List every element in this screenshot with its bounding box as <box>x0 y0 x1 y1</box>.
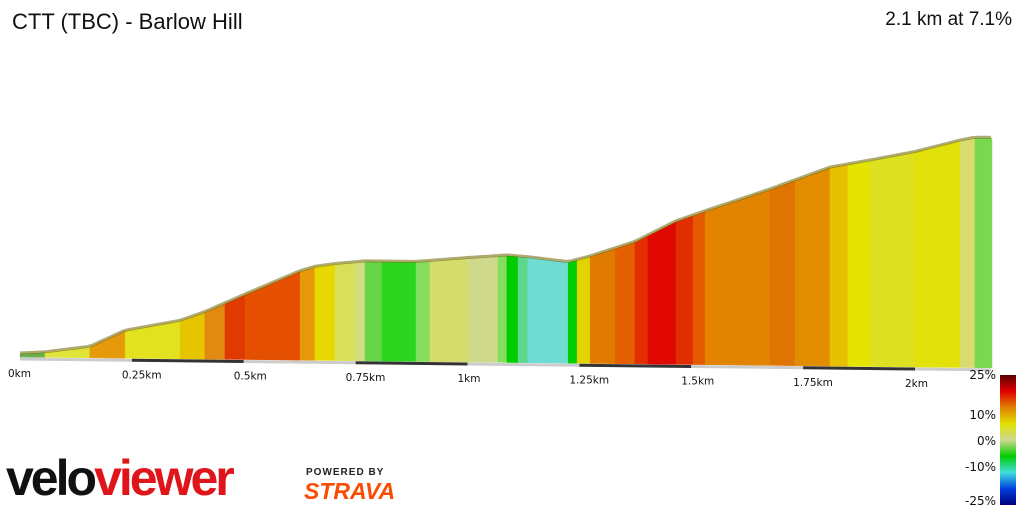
gradient-segment <box>415 261 431 362</box>
x-tick-label: 0.25km <box>122 369 162 381</box>
logo-text-viewer: viewer <box>94 450 235 506</box>
gradient-segment <box>869 152 916 368</box>
distance-baseline-segment <box>803 366 916 371</box>
legend-label: -25% <box>965 494 996 508</box>
logo-text-velo: velo <box>6 450 97 506</box>
legend-label: 25% <box>969 368 996 382</box>
veloviewer-logo[interactable]: veloviewer <box>6 448 235 508</box>
x-tick-label: 0km <box>8 368 31 380</box>
distance-baseline-segment <box>19 357 132 362</box>
gradient-segment <box>769 180 796 366</box>
gradient-segment <box>314 264 336 361</box>
gradient-segment <box>334 262 356 361</box>
x-tick-label: 2km <box>905 378 928 390</box>
gradient-segment <box>914 140 961 368</box>
x-tick-label: 0.5km <box>234 371 267 383</box>
gradient-segment <box>959 137 976 368</box>
distance-baseline-segment <box>131 358 244 363</box>
gradient-segment <box>576 256 591 364</box>
gradient-segment <box>794 167 831 367</box>
strava-logo[interactable]: STRAVA <box>304 478 396 504</box>
gradient-segment <box>381 261 417 362</box>
powered-by-label: POWERED BY <box>306 467 385 478</box>
x-tick-label: 1.75km <box>793 377 833 389</box>
x-tick-label: 1.25km <box>569 374 609 386</box>
gradient-segment <box>244 271 301 361</box>
distance-baseline-segment <box>579 363 692 368</box>
gradient-segment <box>506 255 519 363</box>
gradient-segment <box>634 235 649 365</box>
gradient-segment <box>589 248 616 364</box>
gradient-segment <box>567 259 578 364</box>
gradient-segment <box>847 160 871 367</box>
gradient-segment <box>614 242 636 365</box>
legend-label: 0% <box>977 434 996 448</box>
gradient-segment <box>829 164 849 367</box>
gradient-segment <box>974 137 993 369</box>
legend-label: 10% <box>969 408 996 422</box>
distance-baseline-segment <box>355 361 468 366</box>
page-title: CTT (TBC) - Barlow Hill <box>12 9 243 34</box>
gradient-segment <box>467 256 499 363</box>
gradient-segment <box>364 261 383 362</box>
gradient-segment <box>517 256 529 363</box>
x-tick-label: 1km <box>458 373 481 385</box>
x-tick-label: 0.75km <box>346 372 386 384</box>
gradient-segment <box>299 266 316 361</box>
profile-ridge-line <box>19 135 992 355</box>
gradient-segment <box>527 257 569 364</box>
distance-baseline-segment <box>467 362 580 367</box>
distance-baseline-segment <box>243 360 356 365</box>
distance-baseline-segment <box>914 367 992 372</box>
x-tick-label: 1.5km <box>681 376 714 388</box>
gradient-segment <box>124 320 181 360</box>
gradient-segment <box>354 261 366 362</box>
gradient-segment <box>224 294 246 360</box>
gradient-segment <box>675 215 694 365</box>
climb-summary: 2.1 km at 7.1% <box>885 9 1012 30</box>
legend-label: -10% <box>965 460 996 474</box>
distance-baseline-segment <box>691 365 804 370</box>
gradient-segment <box>497 255 508 363</box>
gradient-segment <box>704 189 771 366</box>
gradient-segment <box>204 303 226 360</box>
gradient-segment <box>647 221 677 365</box>
gradient-color-legend <box>1000 375 1016 505</box>
gradient-segment <box>692 211 706 365</box>
gradient-segment <box>429 258 469 363</box>
